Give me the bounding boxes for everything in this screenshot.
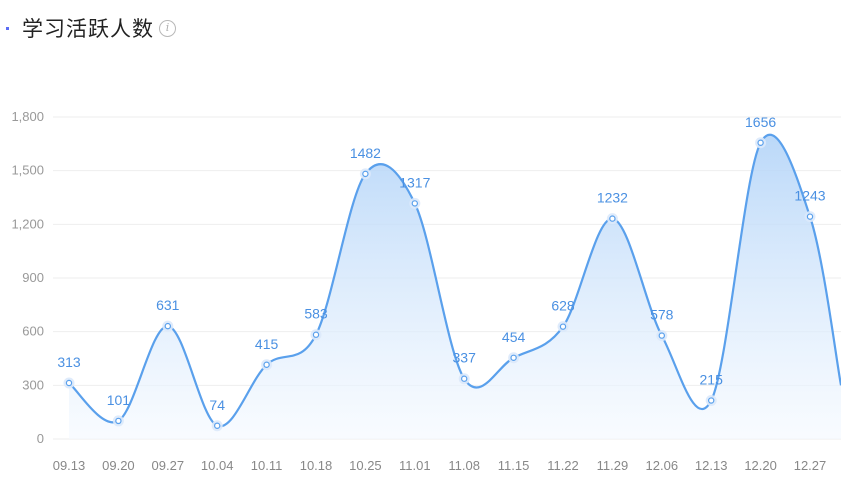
x-tick-label: 10.25 xyxy=(349,458,382,473)
data-point[interactable] xyxy=(65,379,73,387)
y-tick-label: 600 xyxy=(22,324,44,339)
data-label: 454 xyxy=(502,329,526,345)
data-point[interactable] xyxy=(609,215,616,222)
series-line xyxy=(68,133,841,428)
x-tick-label: 09.20 xyxy=(102,458,135,473)
x-tick-label: 12.13 xyxy=(695,458,728,473)
y-tick-label: 1,200 xyxy=(11,216,44,231)
x-tick-label: 10.04 xyxy=(201,458,234,473)
x-tick-label: 11.29 xyxy=(597,458,629,473)
data-label: 337 xyxy=(453,350,477,366)
x-tick-label: 09.13 xyxy=(53,458,86,473)
data-point[interactable] xyxy=(213,422,221,429)
data-point[interactable] xyxy=(411,200,418,207)
data-points xyxy=(63,137,816,432)
y-tick-label: 1,500 xyxy=(11,163,44,178)
data-label: 1656 xyxy=(745,114,776,130)
x-tick-label: 11.01 xyxy=(399,458,431,473)
data-point[interactable] xyxy=(806,213,814,220)
data-labels: 313 101 631 74 415 583 1482 1317 337 454 628 1232 57… xyxy=(57,114,825,413)
data-point[interactable] xyxy=(559,323,567,330)
data-label: 74 xyxy=(209,397,225,413)
y-tick-label: 900 xyxy=(22,270,44,285)
x-axis: 09.13 09.20 09.27 10.04 10.11 10.18 10.25 11.01… xyxy=(53,458,827,473)
x-tick-label: 10.11 xyxy=(251,458,283,473)
data-point[interactable] xyxy=(362,170,369,178)
data-point[interactable] xyxy=(115,417,122,425)
chart-header: 学习活跃人数 i xyxy=(6,12,176,44)
data-point[interactable] xyxy=(510,354,517,361)
x-tick-label: 12.20 xyxy=(744,458,777,473)
data-point[interactable] xyxy=(461,375,468,382)
data-label: 1232 xyxy=(597,190,628,206)
data-label: 631 xyxy=(156,297,180,313)
data-label: 1243 xyxy=(794,188,825,204)
series-area-fill xyxy=(69,134,841,440)
data-label: 101 xyxy=(107,392,131,408)
x-tick-label: 12.27 xyxy=(794,458,827,473)
info-circle-icon[interactable]: i xyxy=(159,19,176,37)
data-label: 583 xyxy=(304,306,328,322)
data-point[interactable] xyxy=(263,361,270,368)
data-label: 215 xyxy=(700,372,724,388)
y-tick-label: 300 xyxy=(22,377,44,392)
data-point[interactable] xyxy=(164,322,171,330)
data-label: 578 xyxy=(650,307,674,323)
data-point[interactable] xyxy=(708,397,715,404)
y-axis: 0 300 600 900 1,200 1,500 1,800 xyxy=(11,109,44,446)
x-tick-label: 11.08 xyxy=(448,458,480,473)
data-label: 1317 xyxy=(399,174,430,190)
x-tick-label: 11.22 xyxy=(547,458,579,473)
x-tick-label: 12.06 xyxy=(646,458,679,473)
y-tick-label: 1,800 xyxy=(11,109,44,124)
data-point[interactable] xyxy=(757,139,764,146)
data-point[interactable] xyxy=(658,332,666,339)
x-tick-label: 10.18 xyxy=(300,458,333,473)
x-tick-label: 11.15 xyxy=(498,458,530,473)
data-label: 628 xyxy=(551,298,575,314)
data-label: 1482 xyxy=(350,145,381,161)
y-tick-label: 0 xyxy=(37,431,44,446)
data-label: 313 xyxy=(57,354,81,370)
data-label: 415 xyxy=(255,336,279,352)
x-tick-label: 09.27 xyxy=(152,458,185,473)
data-point[interactable] xyxy=(312,331,320,338)
title-accent-marker xyxy=(6,26,9,30)
chart-title: 学习活跃人数 xyxy=(22,18,154,41)
